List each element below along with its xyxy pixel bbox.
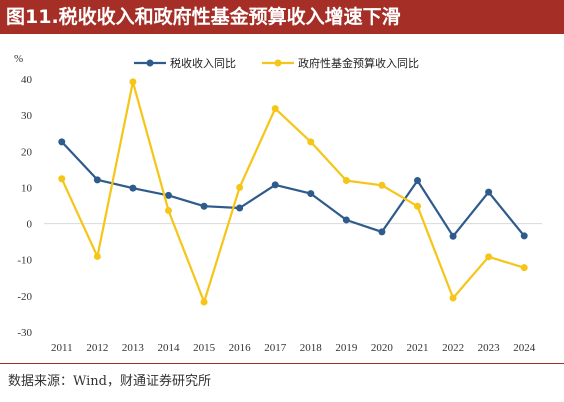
- series-fund: [58, 78, 528, 306]
- x-tick-label: 2021: [407, 342, 429, 354]
- data-point-tax: [378, 228, 386, 236]
- data-point-fund: [520, 264, 528, 272]
- data-point-tax: [200, 202, 208, 210]
- x-tick-label: 2018: [300, 342, 323, 354]
- x-tick-label: 2013: [122, 342, 145, 354]
- y-tick-label: 20: [21, 146, 33, 158]
- legend-marker-fund: [274, 59, 282, 67]
- legend-label-fund: 政府性基金预算收入同比: [298, 56, 419, 70]
- data-point-fund: [93, 252, 101, 260]
- data-point-fund: [342, 177, 350, 185]
- data-point-fund: [414, 202, 421, 210]
- chart-title: 图11.税收收入和政府性基金预算收入增速下滑: [0, 0, 564, 34]
- data-point-tax: [485, 188, 493, 196]
- x-tick-label: 2024: [513, 342, 536, 354]
- data-point-tax: [165, 191, 172, 199]
- data-point-fund: [129, 78, 137, 86]
- line-chart: % 税收收入同比 政府性基金预算收入同比 -30-20-10010203040 …: [14, 53, 542, 354]
- x-tick-label: 2023: [478, 342, 501, 354]
- x-tick-label: 2014: [158, 342, 181, 354]
- source-divider: [0, 363, 564, 364]
- data-point-fund: [165, 207, 172, 215]
- data-point-fund: [307, 138, 315, 146]
- data-point-fund: [378, 181, 386, 189]
- x-tick-label: 2017: [264, 342, 287, 354]
- legend-item-tax: 税收收入同比: [134, 56, 236, 70]
- y-tick-label: -10: [17, 255, 32, 267]
- x-tick-label: 2015: [193, 342, 216, 354]
- x-tick-label: 2022: [442, 342, 464, 354]
- source-note: 数据来源：Wind，财通证券研究所: [8, 374, 211, 389]
- data-point-fund: [200, 298, 208, 306]
- data-point-tax: [236, 204, 244, 212]
- y-tick-label: 10: [21, 182, 33, 194]
- y-axis-ticks: -30 -20 -10 0 10 20 30 40: [17, 74, 32, 339]
- data-point-fund: [58, 175, 66, 183]
- x-tick-label: 2011: [51, 342, 73, 354]
- x-tick-label: 2012: [86, 342, 108, 354]
- y-tick-label: -30: [17, 327, 32, 339]
- x-tick-label: 2020: [371, 342, 394, 354]
- legend-marker-tax: [146, 59, 154, 67]
- y-tick-label: -20: [17, 291, 32, 303]
- x-tick-label: 2016: [229, 342, 252, 354]
- data-point-tax: [58, 138, 66, 146]
- data-point-tax: [342, 216, 350, 224]
- data-point-tax: [449, 232, 457, 240]
- data-point-tax: [93, 176, 101, 184]
- data-point-tax: [307, 190, 315, 198]
- y-tick-label: 30: [21, 110, 33, 122]
- data-point-fund: [449, 294, 457, 302]
- x-axis-ticks: 2011 2012 2013 2014 2015 2016 2017 2018 2019 2020…: [51, 342, 536, 354]
- data-point-tax: [129, 184, 137, 192]
- data-point-fund: [485, 253, 493, 261]
- y-tick-label: 0: [27, 219, 33, 231]
- x-tick-label: 2019: [335, 342, 358, 354]
- series-line-fund: [60, 80, 525, 304]
- data-point-tax: [271, 181, 279, 189]
- data-point-tax: [520, 232, 528, 240]
- legend-label-tax: 税收收入同比: [170, 56, 236, 70]
- data-point-fund: [271, 105, 279, 113]
- y-unit-label: %: [14, 53, 23, 65]
- y-tick-label: 40: [21, 74, 33, 86]
- legend-item-fund: 政府性基金预算收入同比: [262, 56, 419, 70]
- series-layer: [58, 78, 528, 306]
- series-tax: [58, 138, 528, 240]
- data-point-fund: [236, 183, 244, 191]
- series-line-tax: [60, 141, 526, 238]
- legend: 税收收入同比 政府性基金预算收入同比: [134, 56, 419, 70]
- data-point-tax: [414, 177, 421, 185]
